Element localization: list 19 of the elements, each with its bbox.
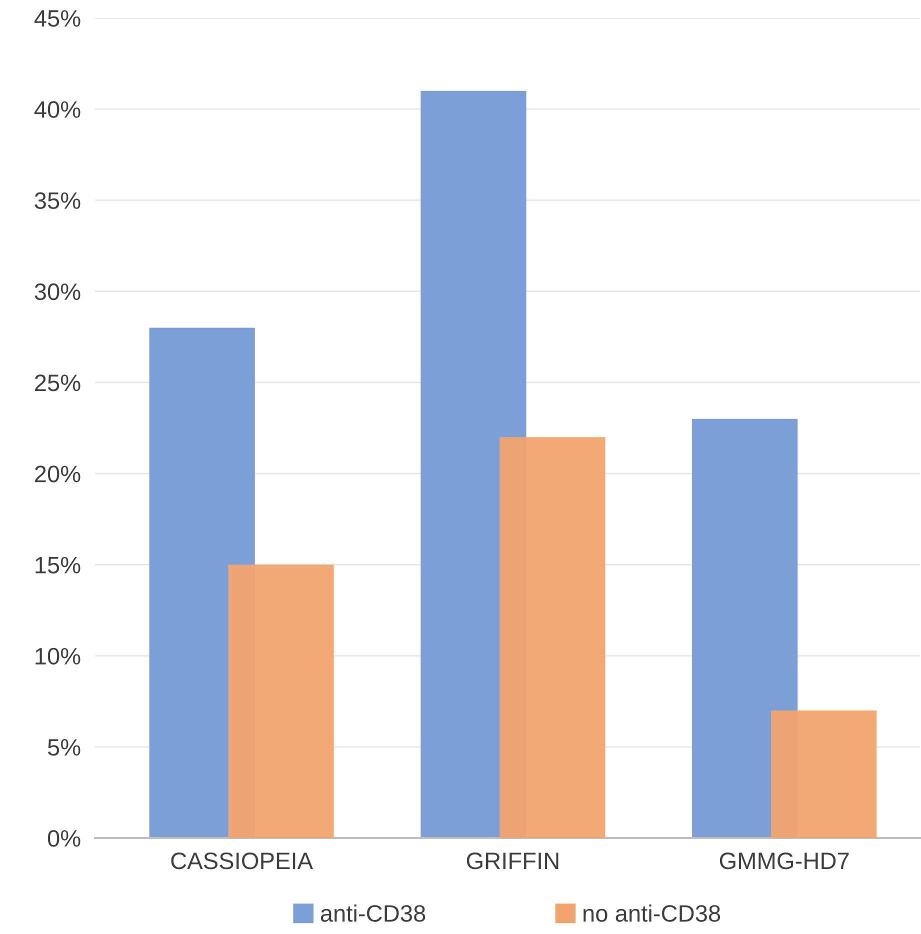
y-tick-label: 0% (48, 830, 80, 847)
y-tick-label: 15% (36, 556, 80, 574)
bar (770, 710, 877, 838)
legend-label: no anti-CD38 (584, 904, 720, 922)
y-tick-label: 40% (34, 101, 80, 118)
y-tick-label: 25% (35, 374, 80, 392)
x-tick-label: GMMG-HD7 (720, 852, 849, 870)
y-tick-label: 10% (36, 648, 80, 665)
x-tick-label: CASSIOPEIA (171, 852, 314, 870)
bar (500, 437, 606, 838)
bar (228, 564, 334, 838)
y-tick-label: 20% (35, 466, 80, 482)
x-tick-label: GRIFFIN (466, 852, 558, 870)
y-tick-label: 30% (34, 283, 80, 300)
legend-label: anti-CD38 (320, 904, 426, 922)
y-tick-label: 35% (34, 192, 80, 210)
y-tick-label: 5% (48, 739, 80, 756)
y-tick-label: 45% (34, 10, 80, 27)
bar (692, 418, 798, 838)
